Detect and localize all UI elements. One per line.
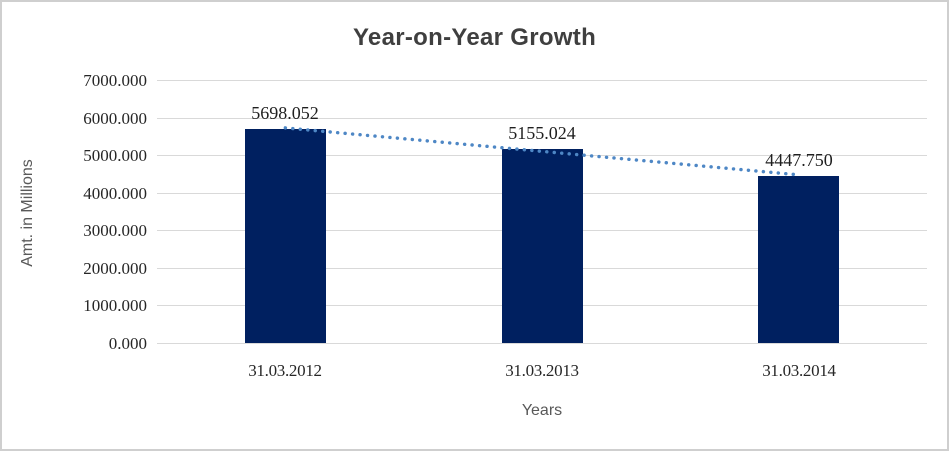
bar-value-label: 5698.052 xyxy=(251,103,319,123)
bar-value-label: 4447.750 xyxy=(765,150,833,170)
x-tick-label: 31.03.2014 xyxy=(762,361,836,380)
y-tick-label: 0.000 xyxy=(108,334,147,353)
bar-value-label: 5155.024 xyxy=(508,123,576,143)
gridline xyxy=(157,343,927,344)
bar xyxy=(245,129,326,343)
y-tick-label: 6000.000 xyxy=(83,109,147,128)
chart-title: Year-on-Year Growth xyxy=(352,24,597,51)
y-tick-label: 1000.000 xyxy=(83,296,147,315)
x-tick-label: 31.03.2013 xyxy=(505,361,579,380)
y-tick-label: 7000.000 xyxy=(83,71,147,90)
x-tick-label: 31.03.2012 xyxy=(248,361,322,380)
gridline xyxy=(157,118,927,119)
y-tick-label: 3000.000 xyxy=(83,221,147,240)
bar xyxy=(758,176,839,343)
y-axis-title: Amt. in Millions xyxy=(19,159,36,267)
bar xyxy=(502,149,583,343)
y-tick-label: 5000.000 xyxy=(83,146,147,165)
gridline xyxy=(157,80,927,81)
x-axis-title: Years xyxy=(521,402,563,419)
y-tick-label: 2000.000 xyxy=(83,259,147,278)
y-tick-label: 4000.000 xyxy=(83,184,147,203)
